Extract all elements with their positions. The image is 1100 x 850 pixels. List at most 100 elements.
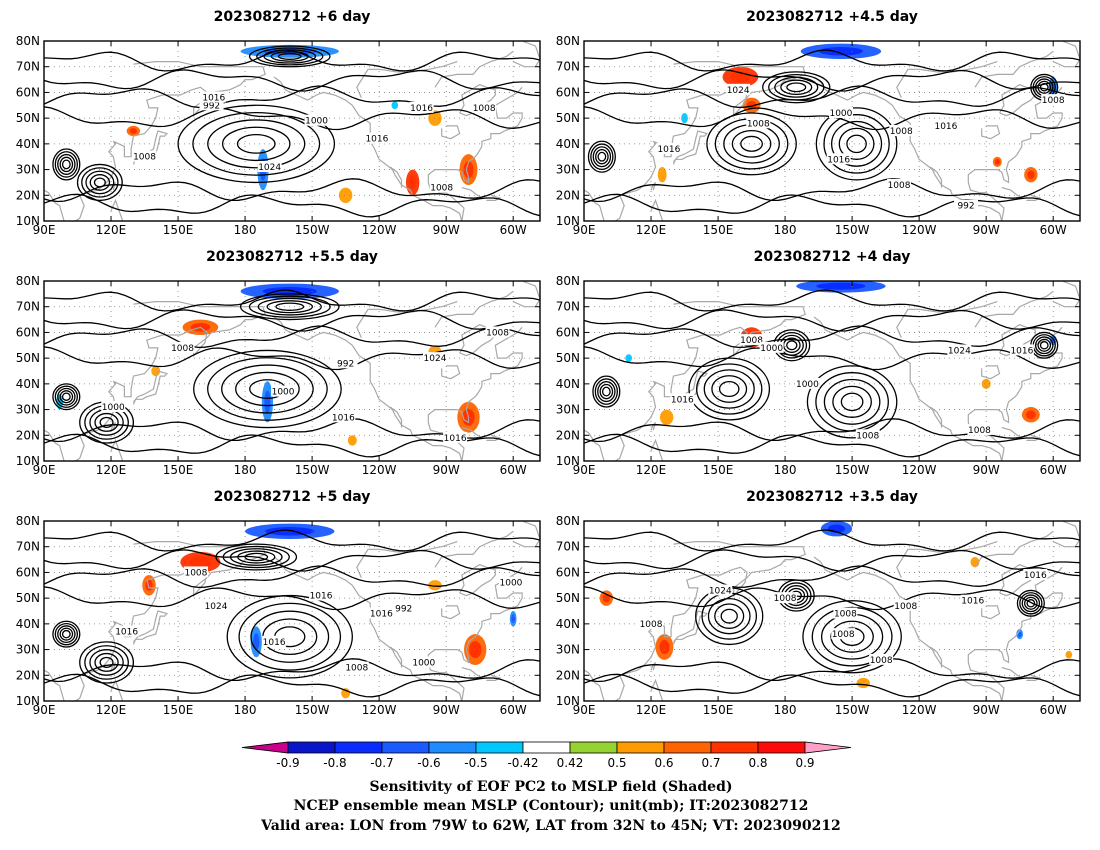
low-isobar <box>229 548 283 566</box>
isobar-contour <box>44 178 540 203</box>
isobar-label: 1008 <box>856 431 879 441</box>
colorbar: -0.9 -0.8 -0.7 -0.6 -0.5 -0.42 0.42 0.5 0.6 0.7 0.… <box>241 741 852 770</box>
coastline <box>672 610 708 645</box>
low-isobar <box>587 140 616 173</box>
lat-tick-label: 80N <box>556 274 580 288</box>
low-isobar <box>592 146 612 168</box>
isobar-contour <box>44 565 540 589</box>
sensitivity-core <box>511 614 516 623</box>
isobar-contour <box>584 69 1080 92</box>
lon-tick-label: 120W <box>902 703 937 717</box>
high-isobar <box>711 375 748 403</box>
high-isobar <box>846 134 867 154</box>
low-isobar <box>59 390 74 404</box>
isobar-label: 1024 <box>727 86 750 96</box>
lon-tick-label: 150E <box>163 463 194 477</box>
colorbar-label: 0.5 <box>607 756 626 770</box>
isobar-label: 1008 <box>888 181 911 191</box>
high-isobar <box>832 385 872 418</box>
isobar-label-bg <box>708 584 733 596</box>
isobar-label-bg <box>344 661 369 673</box>
lat-tick-label: 60N <box>16 565 40 579</box>
low-isobar <box>1037 80 1052 94</box>
isobar-label-bg <box>1009 344 1034 356</box>
high-isobar <box>207 357 328 421</box>
coastline <box>461 187 483 199</box>
coastline <box>512 281 540 308</box>
isobar-label: 1008 <box>486 328 509 338</box>
lon-tick-label: 90E <box>33 463 56 477</box>
isobar-contour <box>44 325 540 349</box>
sensitivity-core <box>264 390 271 414</box>
coastline <box>441 125 461 140</box>
isobar-label: 1016 <box>827 155 850 165</box>
coastline <box>461 427 483 439</box>
low-isobar <box>57 387 76 406</box>
lat-tick-label: 40N <box>556 137 580 151</box>
isobar-contour <box>584 49 1080 72</box>
coastline <box>512 521 540 548</box>
sensitivity-patch <box>338 187 353 204</box>
coastline <box>427 86 523 221</box>
lat-tick-label: 30N <box>556 163 580 177</box>
map-background <box>44 281 540 461</box>
lat-tick-label: 80N <box>556 514 580 528</box>
low-isobar <box>256 47 324 66</box>
low-isobar <box>768 73 825 101</box>
lon-tick-label: 150E <box>163 703 194 717</box>
coastline <box>650 422 657 431</box>
panel-5-axes: 90E 120E 150E 180 150W 120W 90W 60W 10N 20N 30N 40N… <box>16 514 540 717</box>
lon-tick-label: 120E <box>96 703 127 717</box>
lat-tick-label: 10N <box>16 214 40 228</box>
high-isobar <box>806 365 898 439</box>
coastline <box>273 316 463 461</box>
isobar-label: 1016 <box>671 395 694 405</box>
panel-3: 2023082712 +5.5 day 992 1000 1016 1000 1008 1… <box>16 249 541 477</box>
lat-tick-label: 60N <box>556 85 580 99</box>
isobar-label: 1016 <box>332 413 355 423</box>
isobar-label-bg <box>833 607 858 619</box>
isobar-label: 1016 <box>263 638 286 648</box>
panel-1-axes: 90E 120E 150E 180 150W 120W 90W 60W 10N 20N 30N 40N… <box>16 34 540 237</box>
high-isobar <box>714 603 745 629</box>
low-isobar <box>601 386 611 397</box>
lon-tick-label: 60W <box>500 703 527 717</box>
lat-tick-label: 20N <box>16 668 40 682</box>
coastline <box>441 365 461 380</box>
low-isobar <box>59 627 74 641</box>
isobar-label-bg <box>183 566 208 578</box>
lon-tick-label: 90W <box>433 703 460 717</box>
panel-5-title: 2023082712 +5 day <box>214 489 371 505</box>
isobar-label-bg <box>304 114 329 126</box>
isobar-label: 1008 <box>894 602 917 612</box>
panel-2-axes: 90E 120E 150E 180 150W 120W 90W 60W 10N 20N 30N 40N… <box>556 34 1080 237</box>
coastline <box>981 605 1001 620</box>
high-isobar <box>707 597 751 635</box>
isobar-label-bg <box>831 628 856 640</box>
high-isobar <box>823 378 881 425</box>
sensitivity-core <box>408 175 417 190</box>
isobar-label-bg <box>826 153 851 165</box>
isobar-label-bg <box>889 125 914 136</box>
coastline <box>110 678 124 701</box>
lon-tick-label: 90W <box>973 223 1000 237</box>
sensitivity-patch <box>428 580 442 591</box>
lon-tick-label: 120E <box>636 223 667 237</box>
coastline <box>650 678 664 701</box>
panel-6-axes: 90E 120E 150E 180 150W 120W 90W 60W 10N 20N 30N 40N… <box>556 514 1080 717</box>
high-isobar <box>823 114 890 174</box>
isobar-label: 1016 <box>657 145 680 155</box>
isobar-label: 1008 <box>834 610 857 620</box>
isobar-label-bg <box>795 377 820 389</box>
isobar-label-bg <box>309 589 334 601</box>
colorbar-swatch <box>381 741 430 754</box>
coastline <box>813 316 1003 461</box>
lat-tick-label: 20N <box>556 668 580 682</box>
coastline <box>967 566 1063 701</box>
lon-tick-label: 120E <box>96 223 127 237</box>
colorbar-swatch <box>663 741 712 754</box>
isobar-contour <box>44 529 540 552</box>
isobar-label: 1000 <box>760 344 783 354</box>
low-isobar <box>222 545 290 569</box>
isobar-label: 1016 <box>934 122 957 132</box>
